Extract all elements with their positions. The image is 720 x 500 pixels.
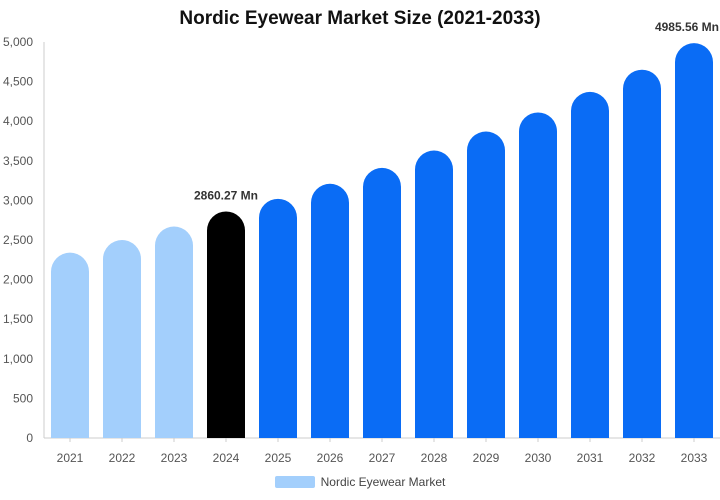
x-tick-label: 2024 [213, 451, 240, 465]
x-axis: 2021 2022 2023 2024 2025 2026 2027 2028 2029 2030… [44, 437, 720, 465]
bar-2029[interactable] [467, 131, 505, 438]
data-label: 2860.27 Mn [194, 188, 258, 202]
bar-2023[interactable] [155, 226, 193, 438]
chart-title: Nordic Eyewear Market Size (2021-2033) [179, 8, 541, 29]
y-tick-label: 5,000 [3, 35, 33, 49]
bar-2028[interactable] [415, 150, 453, 438]
legend-label: Nordic Eyewear Market [320, 474, 446, 489]
x-tick-label: 2023 [161, 451, 188, 465]
bar-2021[interactable] [51, 252, 89, 438]
x-tick-label: 2021 [57, 451, 84, 465]
x-tick-label: 2028 [421, 451, 448, 465]
bar-2033[interactable] [675, 43, 713, 439]
y-tick-label: 2,000 [3, 273, 33, 287]
y-tick-label: 0 [26, 431, 33, 445]
bar-2024[interactable] [207, 211, 245, 438]
bar-2025[interactable] [259, 198, 297, 438]
x-tick-label: 2025 [265, 451, 292, 465]
bars-group [51, 43, 713, 439]
bar-2030[interactable] [519, 112, 557, 438]
x-tick-label: 2029 [473, 451, 500, 465]
bar-2032[interactable] [623, 69, 661, 438]
bar-2031[interactable] [571, 91, 609, 439]
bar-2026[interactable] [311, 183, 349, 438]
data-label: 4985.56 Mn [655, 20, 719, 34]
y-tick-label: 1,000 [3, 352, 33, 366]
y-tick-label: 4,500 [3, 75, 33, 89]
y-axis: 0 500 1,000 1,500 2,000 2,500 3,000 3,500 4,000 4… [3, 35, 45, 445]
bar-2022[interactable] [103, 240, 141, 438]
x-tick-label: 2030 [525, 451, 552, 465]
y-tick-label: 500 [13, 391, 33, 405]
y-tick-label: 1,500 [3, 312, 33, 326]
x-tick-label: 2033 [681, 451, 708, 465]
x-tick-label: 2031 [577, 451, 604, 465]
legend-swatch [274, 475, 315, 488]
y-tick-label: 3,500 [3, 154, 33, 168]
y-tick-label: 2,500 [3, 233, 33, 247]
bar-2027[interactable] [363, 167, 401, 438]
data-labels-group: 2860.27 Mn 4985.56 Mn [194, 20, 719, 202]
x-tick-label: 2022 [109, 451, 136, 465]
legend[interactable]: Nordic Eyewear Market [0, 474, 720, 489]
y-tick-label: 3,000 [3, 193, 33, 207]
x-tick-label: 2032 [629, 451, 656, 465]
x-tick-label: 2027 [369, 451, 396, 465]
x-tick-label: 2026 [317, 451, 344, 465]
y-tick-label: 4,000 [3, 114, 33, 128]
